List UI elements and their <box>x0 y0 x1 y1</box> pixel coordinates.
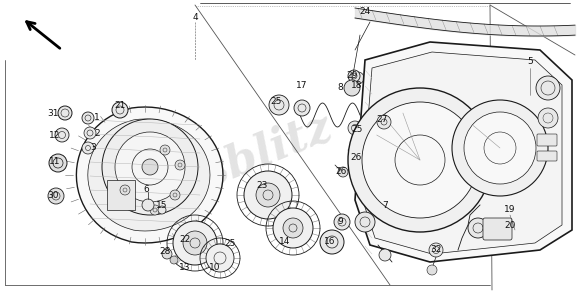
Circle shape <box>334 214 350 230</box>
Polygon shape <box>88 119 210 231</box>
FancyBboxPatch shape <box>537 134 557 146</box>
Circle shape <box>348 121 362 135</box>
Circle shape <box>49 154 67 172</box>
Circle shape <box>350 153 360 163</box>
Text: 15: 15 <box>156 200 168 210</box>
Text: 14: 14 <box>279 237 291 247</box>
Circle shape <box>429 243 443 257</box>
Circle shape <box>427 265 437 275</box>
Polygon shape <box>107 180 135 210</box>
Text: 22: 22 <box>179 236 191 244</box>
Text: 28: 28 <box>160 247 171 257</box>
Circle shape <box>115 132 185 202</box>
Circle shape <box>158 206 166 214</box>
Circle shape <box>273 208 313 248</box>
Circle shape <box>84 127 96 139</box>
Text: 25: 25 <box>271 97 281 107</box>
Circle shape <box>58 106 72 120</box>
Polygon shape <box>355 42 572 262</box>
Text: 20: 20 <box>505 221 516 231</box>
Circle shape <box>379 249 391 261</box>
Circle shape <box>183 231 207 255</box>
Text: 9: 9 <box>337 218 343 226</box>
Circle shape <box>464 112 536 184</box>
FancyBboxPatch shape <box>483 218 512 240</box>
Text: 8: 8 <box>337 83 343 92</box>
Text: partsblitz: partsblitz <box>101 105 339 235</box>
Text: 26: 26 <box>350 154 362 163</box>
Text: 7: 7 <box>382 200 388 210</box>
Polygon shape <box>76 107 223 243</box>
Circle shape <box>452 100 548 196</box>
Text: 19: 19 <box>504 205 516 215</box>
Circle shape <box>348 70 360 82</box>
Circle shape <box>244 171 292 219</box>
Polygon shape <box>362 52 562 254</box>
FancyBboxPatch shape <box>537 151 557 161</box>
Text: 31: 31 <box>47 109 59 118</box>
Circle shape <box>162 249 172 259</box>
Circle shape <box>55 128 69 142</box>
Circle shape <box>348 88 492 232</box>
Circle shape <box>352 72 364 84</box>
Circle shape <box>173 221 217 265</box>
Text: 16: 16 <box>324 237 336 247</box>
Circle shape <box>338 167 348 177</box>
Text: 12: 12 <box>49 131 61 139</box>
Text: 23: 23 <box>256 181 268 189</box>
Text: 30: 30 <box>47 192 59 200</box>
Text: 18: 18 <box>351 81 363 91</box>
Text: 6: 6 <box>143 184 149 194</box>
Circle shape <box>269 95 289 115</box>
Text: 2: 2 <box>94 128 100 138</box>
Text: 4: 4 <box>192 14 198 22</box>
Text: 27: 27 <box>376 115 388 125</box>
Circle shape <box>112 102 128 118</box>
Circle shape <box>142 199 154 211</box>
Circle shape <box>170 190 180 200</box>
Text: 1: 1 <box>94 113 100 123</box>
Circle shape <box>82 112 94 124</box>
Text: 25: 25 <box>351 126 362 134</box>
Circle shape <box>377 115 391 129</box>
Text: 21: 21 <box>114 102 125 110</box>
Circle shape <box>344 80 360 96</box>
Text: 5: 5 <box>527 57 533 67</box>
Text: 32: 32 <box>430 245 442 255</box>
Circle shape <box>82 142 94 154</box>
Circle shape <box>170 256 178 264</box>
Circle shape <box>48 188 64 204</box>
Circle shape <box>175 160 185 170</box>
Circle shape <box>362 102 478 218</box>
Circle shape <box>355 212 375 232</box>
Circle shape <box>102 119 198 215</box>
Circle shape <box>142 159 158 175</box>
Text: 26: 26 <box>335 168 347 176</box>
Circle shape <box>283 218 303 238</box>
Circle shape <box>294 100 310 116</box>
Circle shape <box>536 76 560 100</box>
Circle shape <box>120 185 130 195</box>
Text: 29: 29 <box>346 72 358 81</box>
Circle shape <box>150 205 160 215</box>
Text: 13: 13 <box>179 263 191 271</box>
Circle shape <box>256 183 280 207</box>
Text: 24: 24 <box>360 7 370 17</box>
Circle shape <box>320 230 344 254</box>
Circle shape <box>206 244 234 272</box>
Text: 10: 10 <box>209 263 221 271</box>
Circle shape <box>468 218 488 238</box>
Circle shape <box>160 145 170 155</box>
Text: 17: 17 <box>297 81 307 91</box>
Text: 25: 25 <box>224 239 236 247</box>
Circle shape <box>538 108 558 128</box>
Text: 11: 11 <box>49 157 61 166</box>
Text: 3: 3 <box>90 144 96 152</box>
